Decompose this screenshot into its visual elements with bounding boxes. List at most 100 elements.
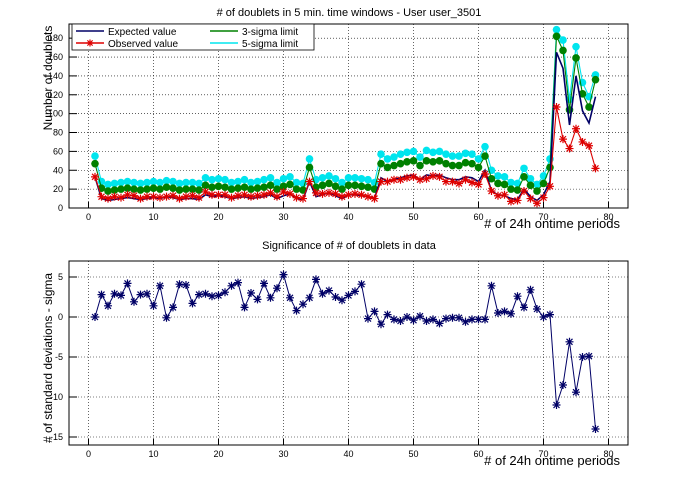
three-sigma-point <box>442 159 450 168</box>
legend-label-expected-value: Expected value <box>108 27 177 38</box>
five-sigma-point <box>422 146 431 155</box>
observed-point <box>442 177 450 186</box>
observed-point <box>279 187 288 196</box>
significance-point <box>110 289 119 298</box>
significance-point <box>234 278 242 287</box>
significance-point <box>162 313 171 322</box>
significance-point <box>364 314 372 323</box>
five-sigma-point <box>292 178 301 187</box>
observed-point <box>195 193 203 202</box>
five-sigma-point <box>273 178 281 187</box>
five-sigma-point <box>91 152 99 160</box>
five-sigma-point <box>390 153 398 161</box>
observed-point <box>214 190 223 199</box>
observed-point <box>240 190 249 199</box>
five-sigma-point <box>305 155 314 163</box>
three-sigma-point <box>416 161 424 170</box>
three-sigma-point <box>253 184 262 192</box>
five-sigma-point <box>403 148 411 157</box>
observed-point <box>162 192 171 201</box>
observed-point <box>403 173 411 182</box>
significance-point <box>461 317 470 326</box>
five-sigma-point <box>117 178 125 187</box>
bottom-x-tick-label: 50 <box>408 449 418 459</box>
three-sigma-point <box>182 185 190 193</box>
observed-point <box>97 192 106 201</box>
five-sigma-point <box>338 178 346 187</box>
three-sigma-point <box>552 32 561 41</box>
five-sigma-point <box>104 180 112 189</box>
three-sigma-point <box>474 163 483 172</box>
three-sigma-point <box>526 181 535 190</box>
five-sigma-point <box>201 174 210 182</box>
observed-point <box>338 192 346 201</box>
three-sigma-point <box>344 181 353 190</box>
bottom-x-tick-label: 20 <box>213 449 223 459</box>
observed-point <box>110 192 119 201</box>
bottom-x-axis-label: # of 24h ontime periods <box>484 453 620 468</box>
three-sigma-point <box>325 179 333 188</box>
three-sigma-point <box>585 103 593 111</box>
observed-point <box>299 194 307 203</box>
observed-point <box>292 193 301 202</box>
significance-point <box>422 317 431 325</box>
top-plot: 0 10 20 30 40 50 60 70 80 0 20 40 60 80 100 120 140 160 18… <box>41 7 629 231</box>
three-sigma-point <box>520 173 528 181</box>
significance-point <box>585 352 593 361</box>
significance-point <box>513 292 522 301</box>
observed-point <box>149 192 158 201</box>
five-sigma-point <box>364 175 372 184</box>
significance-point <box>188 299 197 308</box>
observed-point <box>429 171 437 180</box>
significance-point <box>247 289 255 297</box>
five-sigma-point <box>507 178 515 187</box>
observed-point <box>364 192 372 201</box>
five-sigma-point <box>175 179 184 188</box>
five-sigma-point <box>123 177 132 186</box>
three-sigma-point <box>169 184 177 192</box>
observed-point <box>526 194 535 203</box>
top-y-tick-label: 120 <box>48 90 63 100</box>
significance-point <box>201 289 210 298</box>
legend-marker-observed-value <box>86 39 94 47</box>
significance-point <box>221 288 229 297</box>
three-sigma-point <box>273 185 281 193</box>
bottom-y-tick-label: 5 <box>58 272 63 282</box>
observed-point <box>559 135 567 144</box>
top-y-tick-label: 140 <box>48 71 63 81</box>
significance-point <box>591 425 600 433</box>
significance-point <box>416 312 424 321</box>
five-sigma-point <box>149 177 158 186</box>
five-sigma-point <box>396 150 405 159</box>
significance-point <box>338 296 346 305</box>
significance-point <box>377 320 385 329</box>
significance-point <box>123 279 132 288</box>
observed-point <box>344 190 353 199</box>
legend-box <box>71 23 315 51</box>
significance-point <box>448 313 457 322</box>
observed-point <box>286 189 294 198</box>
observed-point <box>539 193 548 202</box>
observed-point <box>266 188 275 197</box>
significance-point <box>468 315 476 324</box>
five-sigma-point <box>156 178 164 187</box>
bottom-y-tick-label: -5 <box>55 352 63 362</box>
significance-point <box>214 291 223 300</box>
significance-point <box>520 303 528 312</box>
bottom-plot-area: 0 10 20 30 40 50 60 70 80 -15 -10 -5 0 5 <box>50 260 629 459</box>
significance-point <box>208 292 216 301</box>
five-sigma-point <box>240 175 249 184</box>
three-sigma-point <box>188 185 197 193</box>
observed-point <box>585 141 593 150</box>
three-sigma-point <box>260 183 268 192</box>
three-sigma-point <box>266 181 275 190</box>
five-sigma-point <box>234 177 242 186</box>
three-sigma-point <box>208 183 216 192</box>
top-x-tick-label: 30 <box>278 212 288 222</box>
five-sigma-point <box>260 175 268 184</box>
top-x-tick-label: 50 <box>408 212 418 222</box>
significance-point <box>572 388 580 397</box>
three-sigma-point <box>201 181 210 190</box>
significance-point <box>136 290 145 299</box>
